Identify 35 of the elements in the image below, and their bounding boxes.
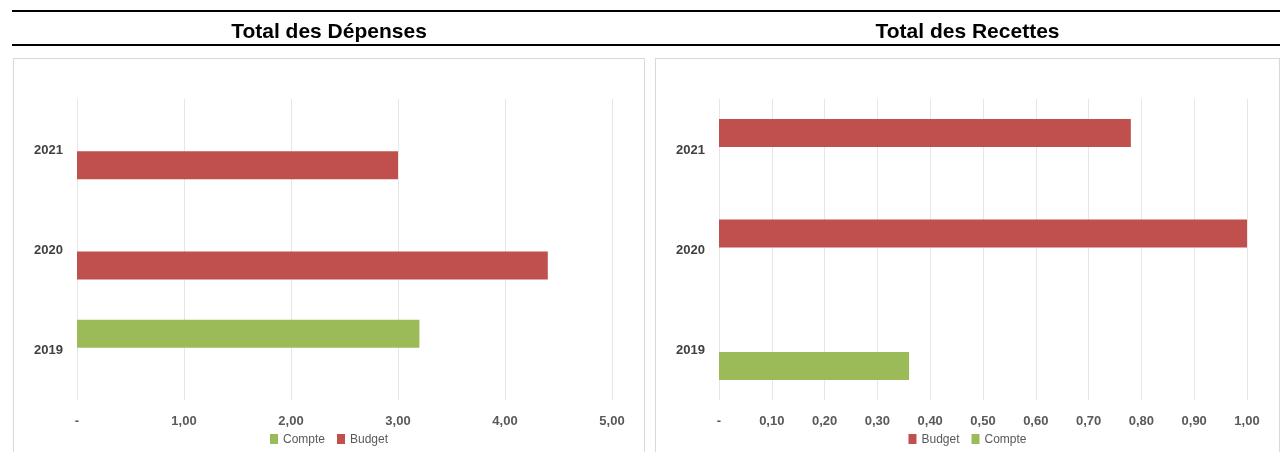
x-tick-label: 0,80 [1128, 413, 1155, 428]
x-tick-label: 0,10 [759, 413, 785, 428]
bar [719, 351, 910, 380]
bar [77, 319, 420, 348]
bar [719, 119, 1131, 148]
y-tick-label: 2020 [34, 242, 63, 257]
bar [719, 219, 1247, 248]
x-tick-label: 0,90 [1181, 413, 1207, 428]
legend-label: Compte [282, 432, 326, 446]
x-tick-label: 1,00 [171, 413, 197, 428]
x-tick-label: 0,50 [970, 413, 996, 428]
x-tick-label: 2,00 [278, 413, 304, 428]
y-tick-label: 2021 [34, 141, 63, 157]
y-tick-label: 2020 [676, 242, 705, 257]
bar [77, 251, 548, 280]
x-tick-label: - [716, 413, 722, 428]
x-tick-label: 0,60 [1023, 413, 1049, 428]
chart-title: Total des Recettes [874, 19, 1061, 43]
x-tick-label: 0,40 [917, 413, 943, 428]
x-tick-label: 1,00 [1234, 413, 1260, 428]
chart-title: Total des Dépenses [230, 19, 428, 43]
y-tick-label: 2019 [676, 342, 705, 358]
x-tick-label: 0,70 [1075, 413, 1102, 428]
bar [77, 151, 398, 180]
y-tick-label: 2019 [34, 342, 63, 358]
y-tick-label: 2021 [676, 141, 705, 157]
x-tick-label: 0,30 [864, 413, 891, 428]
legend-label: Budget [349, 432, 389, 446]
x-tick-label: - [74, 413, 80, 428]
x-tick-label: 0,20 [811, 413, 838, 428]
x-tick-label: 5,00 [599, 413, 625, 428]
x-tick-label: 3,00 [385, 413, 411, 428]
x-tick-label: 4,00 [492, 413, 518, 428]
legend-label: Budget [921, 432, 961, 446]
legend-label: Compte [984, 432, 1027, 446]
